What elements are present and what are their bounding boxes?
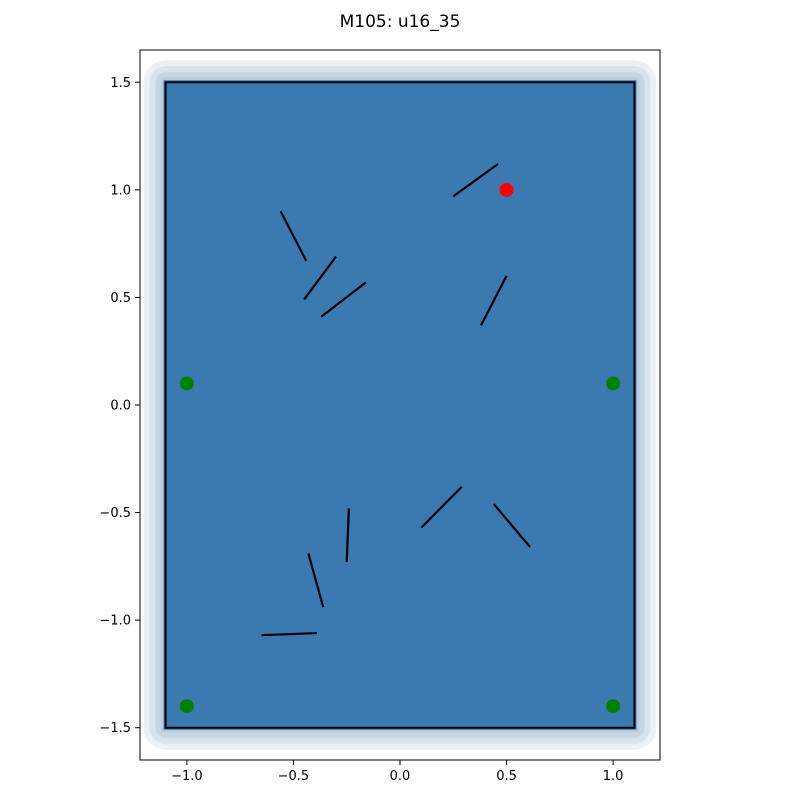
segment-8 bbox=[345, 508, 350, 563]
y-tick-label: −1.0 bbox=[99, 614, 131, 629]
red-point-1 bbox=[499, 182, 514, 197]
boundary-rect bbox=[164, 81, 636, 729]
y-tick-label: 0.0 bbox=[110, 399, 131, 414]
x-tick-label: 0.0 bbox=[390, 769, 411, 784]
y-tick-label: 1.5 bbox=[110, 76, 131, 91]
segment-10 bbox=[261, 631, 317, 637]
coverage-layer bbox=[143, 60, 657, 750]
segment-6 bbox=[420, 485, 463, 529]
y-tick-label: 1.0 bbox=[110, 183, 131, 198]
x-tick-label: −1.0 bbox=[171, 769, 203, 784]
segment-7 bbox=[492, 503, 531, 548]
x-tick-label: 0.5 bbox=[496, 769, 517, 784]
segment-1 bbox=[452, 163, 499, 198]
green-point-4 bbox=[606, 699, 621, 714]
green-point-1 bbox=[179, 376, 194, 391]
chart-title: M105: u16_35 bbox=[339, 12, 461, 32]
segment-5 bbox=[480, 275, 508, 326]
segments-layer bbox=[261, 163, 531, 637]
x-tick-label: 1.0 bbox=[603, 769, 624, 784]
y-tick-label: 0.5 bbox=[110, 291, 131, 306]
segment-2 bbox=[279, 210, 308, 262]
coverage-area bbox=[163, 80, 637, 730]
axes-layer: −1.0 −0.5 0.0 0.5 1.0 −1.5 −1.0 −0.5 0.0 0.5 1.0 1.… bbox=[99, 49, 661, 784]
segment-4 bbox=[320, 281, 367, 318]
segment-3 bbox=[303, 255, 337, 301]
x-tick-label: −0.5 bbox=[278, 769, 310, 784]
boundary-layer bbox=[164, 81, 636, 729]
green-point-2 bbox=[606, 376, 621, 391]
y-tick-label: −1.5 bbox=[99, 721, 131, 736]
y-tick-label: −0.5 bbox=[99, 506, 131, 521]
points-layer bbox=[179, 182, 621, 714]
segment-9 bbox=[307, 553, 325, 608]
green-point-3 bbox=[179, 699, 194, 714]
